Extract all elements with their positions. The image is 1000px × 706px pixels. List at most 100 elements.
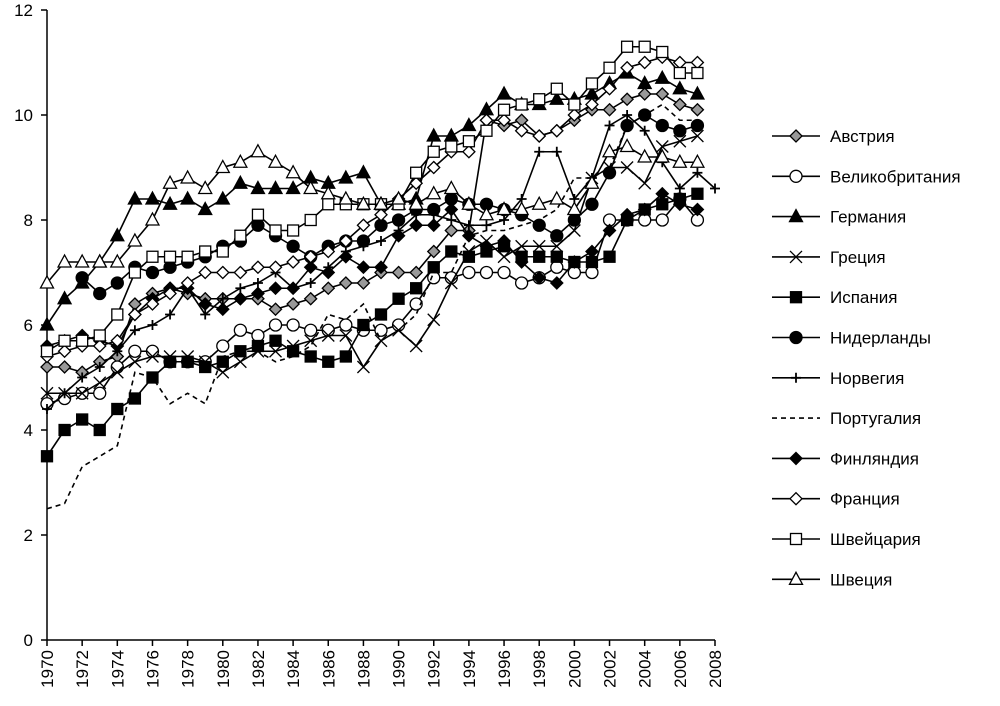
marker — [216, 245, 229, 258]
series — [39, 64, 706, 331]
marker — [40, 450, 54, 463]
marker — [497, 250, 511, 264]
marker — [409, 339, 423, 353]
y-tick-label: 12 — [14, 1, 33, 20]
legend-label: Швейцария — [830, 530, 921, 549]
legend-item: Греция — [772, 248, 886, 267]
marker — [689, 153, 706, 168]
marker — [356, 276, 371, 290]
legend-item: Швеция — [772, 570, 892, 589]
marker — [602, 223, 617, 238]
series-line — [46, 145, 698, 284]
marker — [251, 286, 265, 301]
legend-label: Норвегия — [830, 369, 904, 388]
marker — [198, 297, 213, 311]
marker — [549, 90, 565, 105]
marker — [637, 202, 652, 217]
marker — [355, 164, 372, 179]
marker — [496, 85, 512, 100]
marker — [428, 209, 439, 220]
marker — [165, 309, 176, 320]
x-tick-label: 1990 — [390, 650, 409, 688]
marker — [374, 334, 388, 348]
marker — [446, 215, 457, 225]
marker — [532, 239, 546, 253]
marker — [110, 276, 124, 290]
marker — [638, 176, 652, 190]
marker — [673, 124, 687, 138]
marker — [673, 134, 687, 148]
marker — [691, 187, 704, 200]
marker — [59, 388, 70, 399]
marker — [567, 224, 581, 237]
marker — [408, 195, 424, 210]
marker — [691, 66, 704, 80]
marker — [304, 334, 318, 348]
marker — [57, 360, 72, 374]
marker — [672, 153, 688, 168]
marker — [304, 323, 318, 337]
marker — [585, 244, 599, 259]
y-tick-label: 4 — [24, 421, 33, 440]
marker — [110, 360, 124, 374]
marker — [673, 66, 686, 80]
marker — [250, 143, 266, 158]
legend-item: Швейцария — [772, 530, 921, 549]
marker — [321, 323, 335, 337]
series — [40, 50, 705, 364]
legend-item: Нидерланды — [772, 329, 931, 348]
marker — [163, 355, 177, 368]
marker — [146, 350, 159, 363]
marker — [585, 197, 599, 211]
marker — [376, 236, 386, 246]
marker — [791, 372, 801, 383]
legend-item: Австрия — [772, 127, 895, 146]
legend-label: Швеция — [830, 570, 892, 589]
marker — [268, 302, 283, 317]
legend-item: Португалия — [772, 409, 921, 428]
marker — [604, 120, 615, 131]
marker — [76, 334, 89, 347]
y-tick-label: 2 — [24, 526, 33, 545]
marker — [269, 224, 282, 237]
legend-label: Испания — [830, 288, 897, 307]
marker — [305, 278, 316, 288]
marker — [567, 213, 582, 227]
marker — [427, 261, 440, 274]
marker — [285, 164, 301, 179]
marker — [788, 208, 804, 223]
marker — [514, 276, 529, 290]
x-tick-label: 1976 — [143, 650, 162, 688]
marker — [374, 323, 388, 337]
marker — [789, 330, 803, 345]
marker — [42, 404, 52, 414]
marker — [655, 213, 669, 227]
y-tick-label: 8 — [24, 211, 33, 230]
marker — [481, 220, 492, 231]
marker — [549, 190, 565, 205]
marker — [251, 328, 265, 343]
marker — [251, 260, 265, 275]
series — [40, 187, 704, 463]
marker — [514, 123, 529, 138]
marker — [147, 320, 158, 330]
marker — [303, 180, 319, 195]
marker — [233, 265, 248, 280]
marker — [145, 265, 160, 280]
marker — [461, 228, 476, 243]
marker — [128, 392, 142, 405]
marker — [427, 313, 441, 327]
marker — [602, 81, 617, 96]
marker — [789, 451, 803, 466]
marker — [215, 190, 231, 205]
x-tick-label: 2008 — [706, 650, 725, 688]
marker — [531, 195, 547, 210]
legend-item: Норвегия — [772, 369, 904, 388]
marker — [655, 87, 670, 101]
marker — [267, 180, 284, 195]
marker — [620, 60, 635, 75]
marker — [426, 218, 441, 233]
x-tick-label: 1982 — [249, 650, 268, 688]
marker — [163, 260, 177, 274]
marker — [320, 185, 336, 200]
